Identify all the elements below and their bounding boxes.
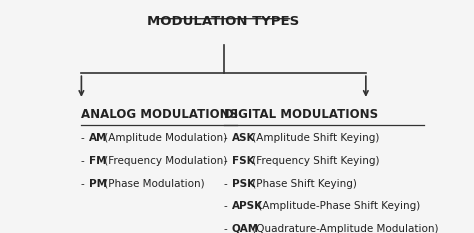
Text: (Phase Shift Keying): (Phase Shift Keying) — [249, 179, 357, 188]
Text: PSK: PSK — [232, 179, 255, 188]
Text: (Amplitude Shift Keying): (Amplitude Shift Keying) — [249, 133, 379, 143]
Text: QAM: QAM — [232, 224, 259, 233]
Text: DIGITAL MODULATIONS: DIGITAL MODULATIONS — [224, 108, 378, 121]
Text: -: - — [82, 179, 88, 188]
Text: FM: FM — [90, 156, 107, 166]
Text: PM: PM — [90, 179, 108, 188]
Text: -: - — [224, 156, 231, 166]
Text: -: - — [82, 133, 88, 143]
Text: (Phase Modulation): (Phase Modulation) — [101, 179, 205, 188]
Text: APSK: APSK — [232, 201, 263, 211]
Text: (Frequency Shift Keying): (Frequency Shift Keying) — [249, 156, 380, 166]
Text: (Amplitude Modulation): (Amplitude Modulation) — [101, 133, 227, 143]
Text: -: - — [82, 156, 88, 166]
Text: -: - — [224, 201, 231, 211]
Text: -: - — [224, 133, 231, 143]
Text: MODULATION TYPES: MODULATION TYPES — [147, 15, 300, 28]
Text: FSK: FSK — [232, 156, 254, 166]
Text: -: - — [224, 224, 231, 233]
Text: (Frequency Modulation): (Frequency Modulation) — [101, 156, 227, 166]
Text: ASK: ASK — [232, 133, 255, 143]
Text: -: - — [224, 179, 231, 188]
Text: ANALOG MODULATIONS: ANALOG MODULATIONS — [82, 108, 238, 121]
Text: AM: AM — [90, 133, 108, 143]
Text: (Amplitude-Phase Shift Keying): (Amplitude-Phase Shift Keying) — [255, 201, 420, 211]
Text: (Quadrature-Amplitude Modulation): (Quadrature-Amplitude Modulation) — [249, 224, 438, 233]
